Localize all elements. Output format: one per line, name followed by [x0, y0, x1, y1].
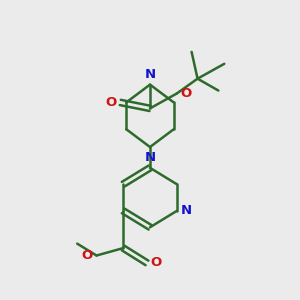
- Text: O: O: [106, 96, 117, 109]
- Text: N: N: [144, 68, 156, 81]
- Text: O: O: [82, 249, 93, 262]
- Text: N: N: [180, 204, 191, 218]
- Text: N: N: [144, 151, 156, 164]
- Text: O: O: [180, 87, 192, 100]
- Text: O: O: [151, 256, 162, 269]
